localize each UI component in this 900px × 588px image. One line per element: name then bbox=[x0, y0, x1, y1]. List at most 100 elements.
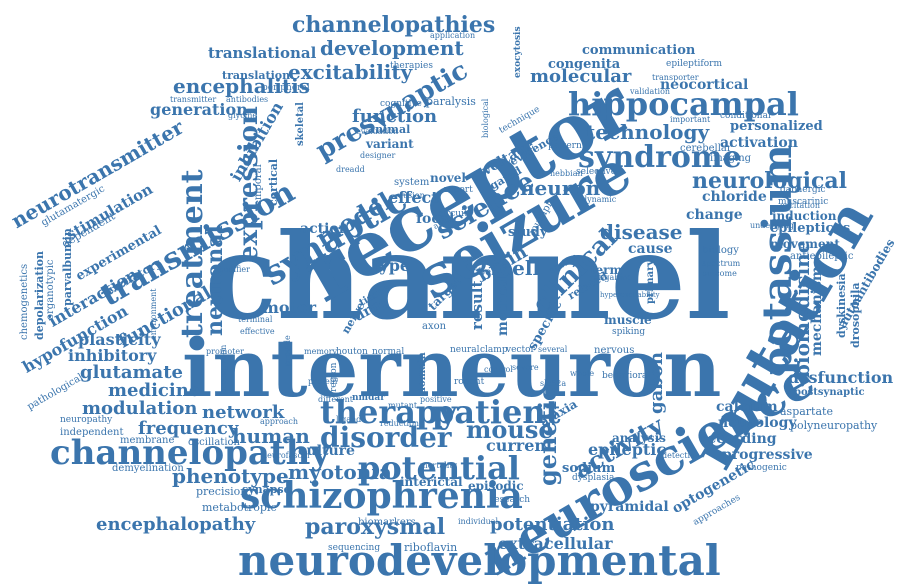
word-oscillation: oscillation bbox=[188, 437, 240, 448]
word-result: result bbox=[468, 280, 486, 330]
word-hippocampal: hippocampal bbox=[568, 85, 799, 123]
word-personalized: personalized bbox=[730, 119, 823, 134]
word-excitability: excitability bbox=[288, 60, 413, 84]
word-focal: focal bbox=[416, 211, 455, 227]
word-drosophila: drosophila bbox=[849, 282, 862, 348]
word-encephalitis: encephalitis bbox=[173, 74, 310, 98]
word-conditional: conditional bbox=[720, 111, 771, 121]
word-inhibitory: inhibitory bbox=[68, 346, 157, 365]
word-whole: whole bbox=[570, 369, 595, 378]
word-research: research bbox=[490, 495, 531, 505]
word-dyskinesia: dyskinesia bbox=[835, 273, 848, 338]
word-biology: biology bbox=[702, 245, 739, 256]
word-retigabine: retigabine bbox=[590, 273, 632, 282]
word-myotonia: myotonia bbox=[288, 460, 392, 484]
word-effective: effective bbox=[240, 327, 275, 336]
word-paralysis: paralysis bbox=[426, 95, 476, 108]
word-neurology: neurology bbox=[718, 415, 797, 431]
word-channel: channel bbox=[205, 207, 731, 346]
word-study: study bbox=[508, 225, 548, 240]
word-nmdar: nmdar bbox=[352, 393, 385, 403]
word-neurofascin: neurofascin bbox=[262, 451, 310, 460]
word-interictal: interictal bbox=[400, 475, 463, 489]
word-sequencing: sequencing bbox=[328, 543, 381, 553]
word-culture: culture bbox=[298, 443, 355, 459]
word-normal: normal bbox=[372, 347, 405, 357]
word-houton: houton bbox=[336, 347, 368, 357]
word-behavioral: behavioral bbox=[602, 371, 651, 381]
word-syndrome: syndrome bbox=[578, 140, 742, 175]
word-riboflavin: riboflavin bbox=[404, 541, 458, 554]
word-translational: translational bbox=[208, 44, 317, 62]
word-term: term bbox=[590, 263, 623, 277]
word-neuronal: neuronal bbox=[202, 225, 228, 336]
word-reduction: reduction bbox=[380, 419, 420, 428]
word-synapse: synapse bbox=[242, 483, 291, 496]
word-variant: variant bbox=[366, 137, 414, 151]
word-current: current bbox=[486, 436, 554, 455]
word-postsynaptic: postsynaptic bbox=[794, 387, 865, 398]
word-designer: designer bbox=[360, 151, 396, 160]
word-depolarization: depolarization bbox=[33, 251, 46, 340]
word-protein: protein bbox=[308, 377, 338, 386]
word-human: human bbox=[232, 424, 310, 448]
word-cell: cell bbox=[500, 256, 541, 280]
word-glutamate: glutamate bbox=[80, 362, 183, 383]
word-organotypic: organotypic bbox=[45, 259, 56, 321]
word-epilepticus: epilepticus bbox=[770, 221, 851, 236]
word-patient: patient bbox=[432, 393, 561, 431]
word-congenita: congenita bbox=[548, 57, 621, 72]
word-muscle: muscle bbox=[604, 313, 652, 327]
word-calcium: calcium bbox=[716, 399, 778, 415]
word-mutant: mutant bbox=[388, 401, 418, 410]
word-potentiation: potentiation bbox=[490, 514, 615, 535]
word-vector: vector bbox=[506, 345, 535, 355]
word-sodium: sodium bbox=[562, 461, 616, 476]
word-pathological: pathological bbox=[25, 371, 86, 413]
word-environment: environment bbox=[149, 288, 158, 340]
word-hebbian: hebbian bbox=[550, 169, 583, 178]
word-outcome: outcome bbox=[702, 269, 737, 278]
word-cortical: cortical bbox=[267, 158, 280, 206]
word-neurological: neurological bbox=[692, 168, 848, 194]
word-exocytosis: exocytosis bbox=[513, 26, 523, 78]
word-neurodevelopmental: neurodevelopmental bbox=[238, 536, 721, 585]
word-epileptiform: epileptiform bbox=[666, 59, 723, 69]
word-chemogenetics: chemogenetics bbox=[19, 263, 30, 340]
word-function: function bbox=[352, 106, 438, 127]
word-severe: severe bbox=[512, 363, 539, 372]
word-region: region bbox=[329, 362, 339, 392]
word-glycine: glycine bbox=[228, 111, 258, 120]
word-frequency: frequency bbox=[138, 418, 239, 439]
word-analysis: analysis bbox=[612, 431, 666, 445]
word-application: application bbox=[430, 31, 476, 40]
word-skeletal: skeletal bbox=[295, 102, 306, 146]
word-cause: cause bbox=[628, 241, 673, 257]
word-circuit: circuit bbox=[438, 209, 468, 219]
word-excitation: excitation bbox=[780, 201, 821, 210]
word-cognitive: cognitive bbox=[380, 99, 422, 109]
word-animal: animal bbox=[368, 123, 411, 136]
word-axon: axon bbox=[422, 321, 447, 332]
word-aspartate: aspartate bbox=[780, 405, 833, 418]
word-effect: effect bbox=[388, 188, 439, 207]
word-several: several bbox=[538, 345, 568, 354]
word-movement: movement bbox=[770, 237, 840, 251]
word-terminal: terminal bbox=[238, 315, 273, 324]
word-generation: generation bbox=[150, 100, 248, 119]
word-approach: approach bbox=[260, 417, 299, 426]
word-independent: independent bbox=[60, 427, 124, 438]
word-extracellular: extracellular bbox=[498, 534, 613, 553]
word-translation: translation bbox=[222, 69, 291, 82]
word-channelopathy: channelopathy bbox=[50, 433, 331, 473]
word-dysfunction: dysfunction bbox=[788, 368, 894, 387]
word-molecular: molecular bbox=[530, 66, 632, 87]
word-potential: potential bbox=[358, 449, 520, 487]
word-neocortical: neocortical bbox=[660, 77, 749, 93]
word-novel: novel bbox=[430, 171, 466, 185]
word-encephalopathy: encephalopathy bbox=[96, 514, 256, 535]
word-change: change bbox=[686, 207, 743, 223]
word-evaluation: evaluation bbox=[356, 127, 399, 136]
word-clamp: clamp bbox=[480, 345, 508, 355]
word-activation: activation bbox=[720, 135, 798, 151]
